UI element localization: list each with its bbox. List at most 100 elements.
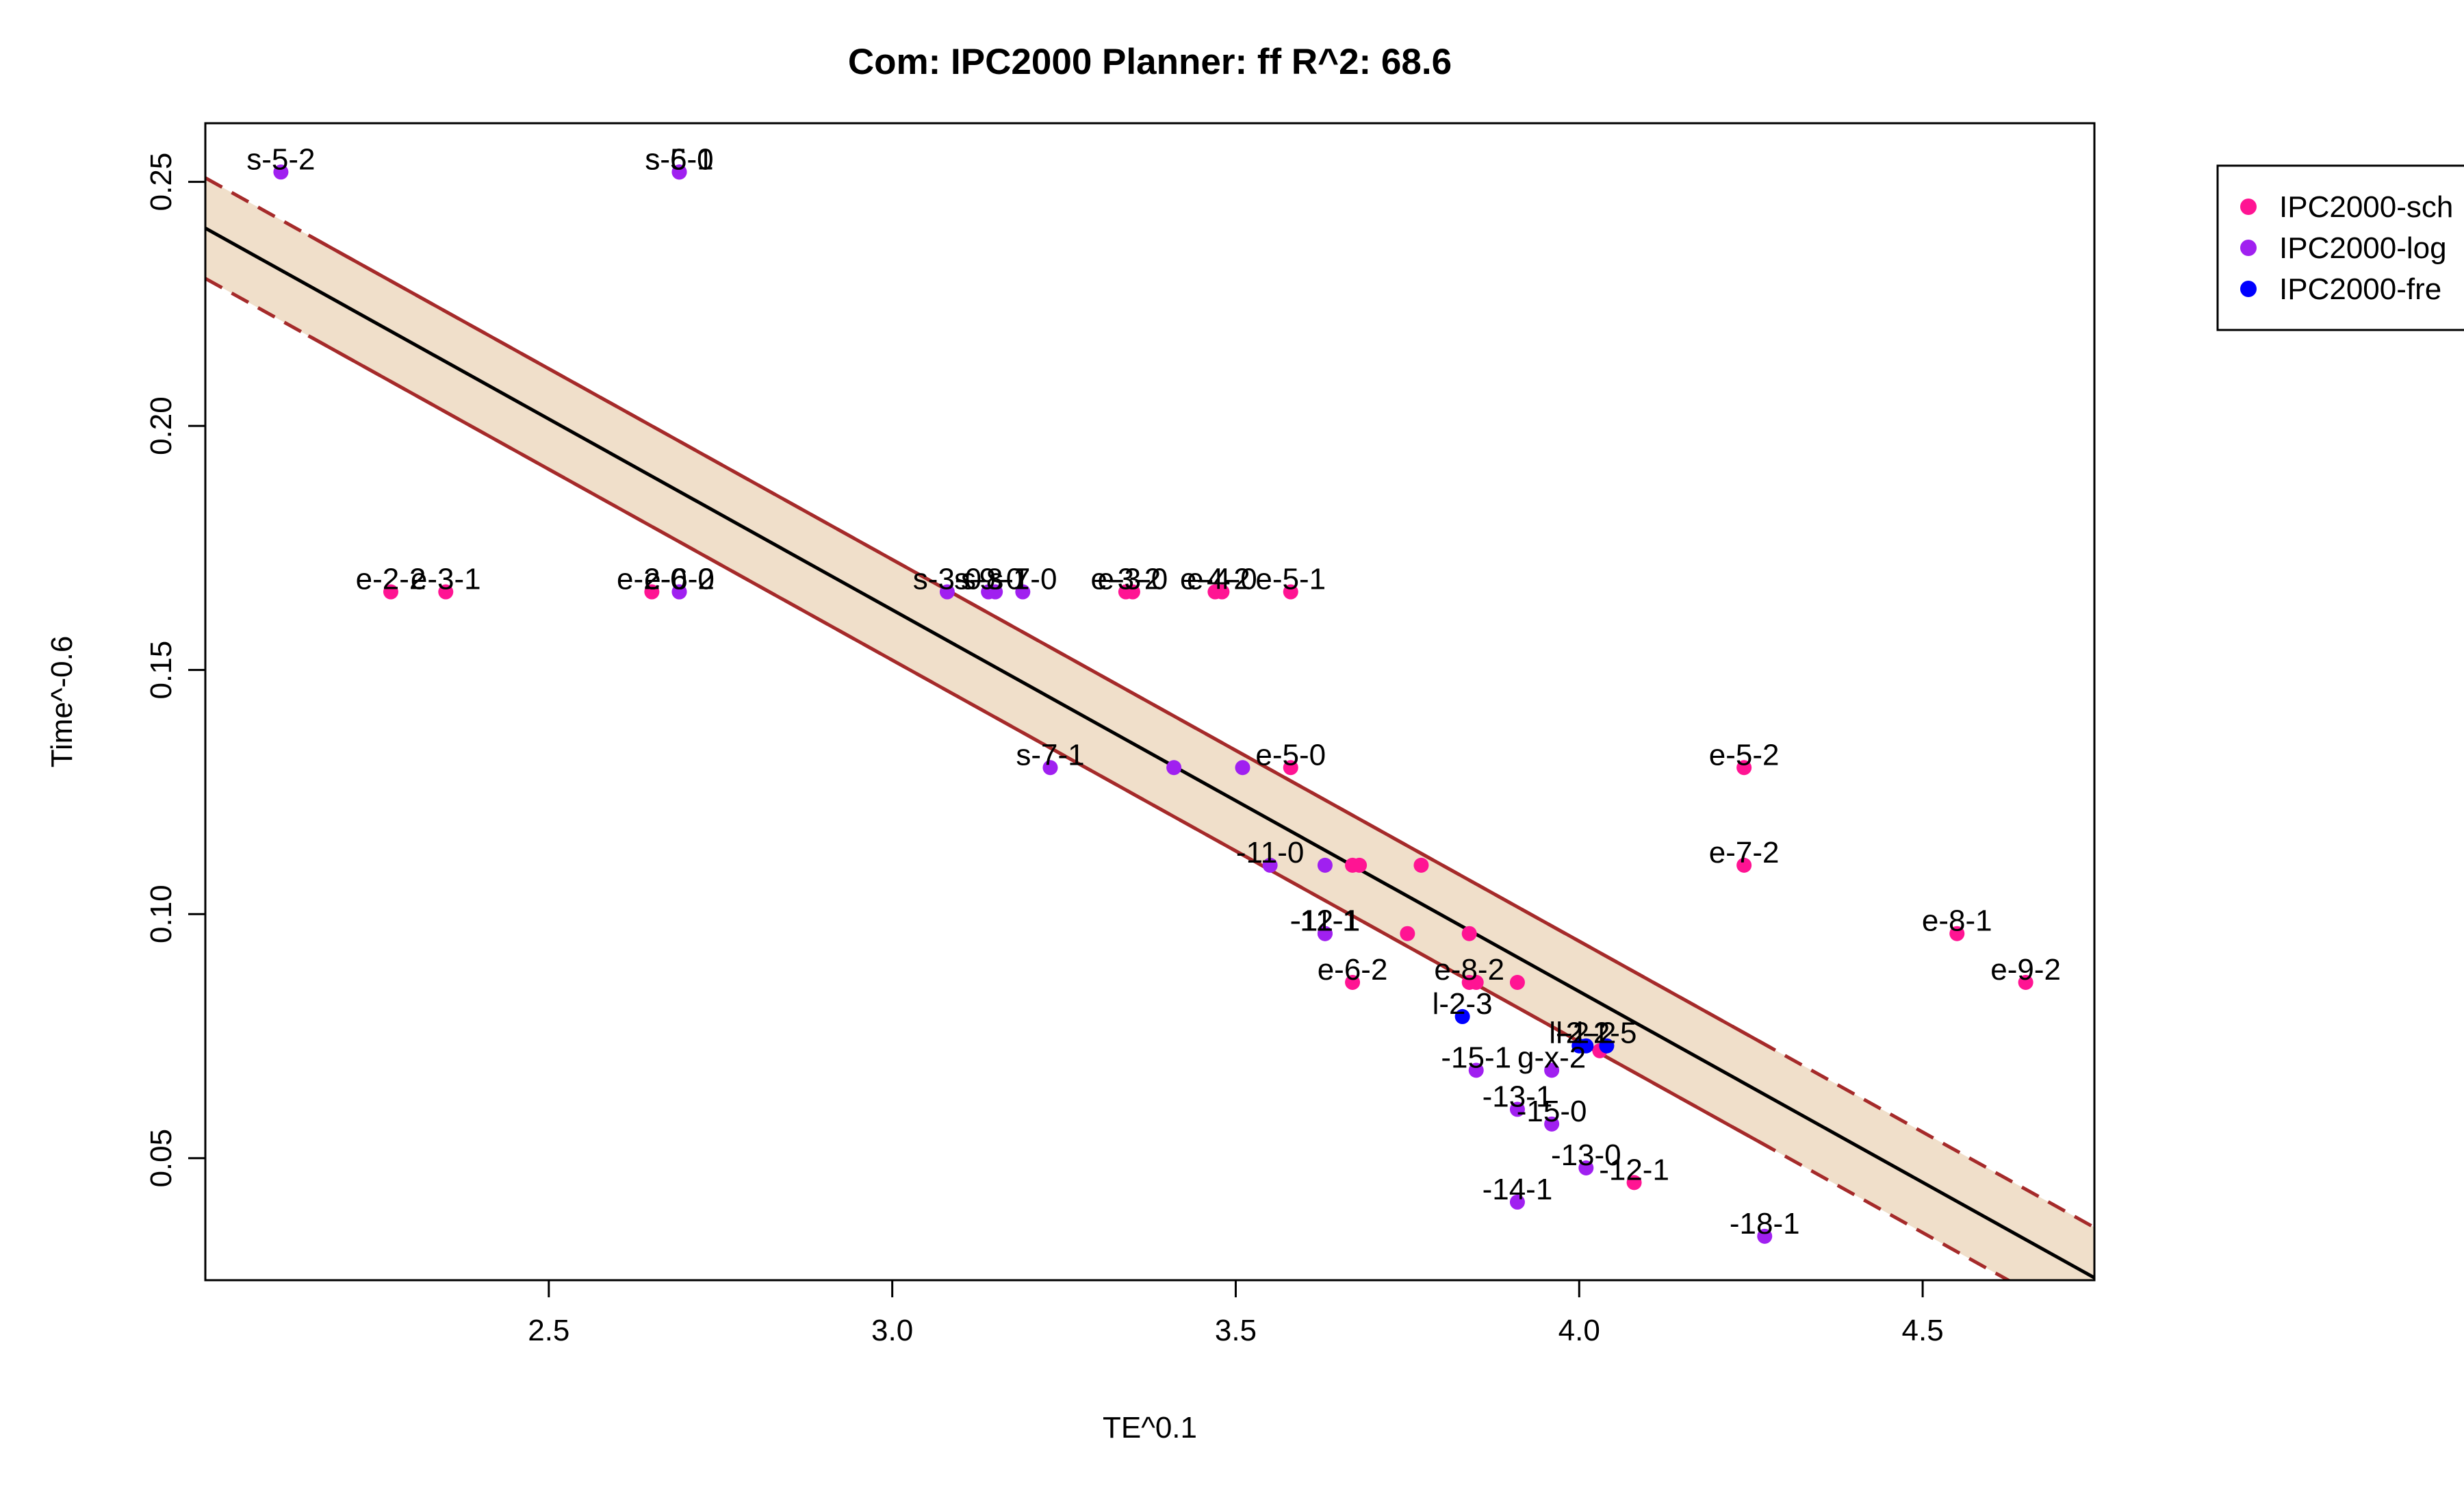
point-labels: e-2-2e-3-1 e-2-0 e-3-2e-3-0 e-4-2e-4-0e-5-1… <box>246 142 2061 1240</box>
y-axis: 0.05 0.10 0.15 0.20 0.25 <box>144 153 207 1188</box>
point-label: s-3-0 <box>913 563 981 596</box>
data-point <box>1949 926 1965 941</box>
y-axis-title: Time^-0.6 <box>45 636 79 768</box>
point-label: -18-1 <box>1730 1207 1800 1240</box>
point-label: e-4-0 <box>1187 563 1257 596</box>
point-label: g-x-2 <box>1517 1041 1586 1074</box>
point-label: l-2-1 <box>1549 1017 1609 1050</box>
data-point <box>1757 1228 1773 1244</box>
point-label: -11-1 <box>1291 904 1359 938</box>
point-label: e-8-2 <box>1434 953 1504 987</box>
point-label: s-9-0 <box>954 563 1023 596</box>
data-point <box>1599 1038 1615 1054</box>
data-point <box>1468 1062 1484 1078</box>
data-point <box>671 584 687 600</box>
data-point <box>644 584 660 600</box>
point-label: e-8-1 <box>1922 904 1992 938</box>
y-tick-label: 0.15 <box>144 641 178 700</box>
confidence-band <box>205 176 2094 1280</box>
data-point <box>1317 857 1333 873</box>
legend: IPC2000-sch IPC2000-log IPC2000-fre <box>2216 164 2464 331</box>
data-point <box>1125 584 1140 600</box>
point-label: -13-1 <box>1483 1080 1553 1113</box>
data-point <box>1544 1062 1560 1078</box>
regression-line <box>205 227 2094 1280</box>
point-label: e-2-2 <box>356 563 426 596</box>
data-point <box>1509 1194 1525 1210</box>
point-label: s-6-1 <box>645 142 713 176</box>
point-label: e-4-2 <box>1180 563 1250 596</box>
data-point <box>1413 857 1429 873</box>
data-point <box>1283 760 1298 776</box>
point-label: e-3-2 <box>1091 563 1162 596</box>
x-tick-label: 3.5 <box>1215 1314 1257 1347</box>
data-point <box>1400 926 1415 941</box>
data-point <box>1468 975 1484 991</box>
point-label: -14-1 <box>1483 1173 1553 1206</box>
y-tick-label: 0.25 <box>144 153 178 212</box>
x-tick-label: 2.5 <box>528 1314 569 1347</box>
point-label: e-6-2 <box>644 563 715 596</box>
data-point <box>1509 1102 1525 1117</box>
legend-marker <box>2240 281 2257 297</box>
point-label: -11-0 <box>1236 836 1304 869</box>
y-tick-label: 0.05 <box>144 1129 178 1188</box>
data-point <box>1042 760 1058 776</box>
data-point <box>1454 1008 1470 1024</box>
data-point <box>1214 584 1230 600</box>
point-label: -12-1 <box>1599 1153 1669 1186</box>
y-tick-label: 0.10 <box>144 885 178 943</box>
point-label: -12-1 <box>1290 904 1361 938</box>
point-label: s-5-2 <box>246 142 315 176</box>
data-point <box>2018 975 2033 991</box>
point-label: s-8-1 <box>961 563 1029 596</box>
data-point <box>1736 760 1752 776</box>
point-label: -13-0 <box>1551 1138 1621 1172</box>
point-label: e-7-2 <box>1709 836 1780 869</box>
data-point <box>438 584 454 600</box>
data-point <box>273 164 289 180</box>
data-point <box>1461 926 1477 941</box>
data-point <box>383 584 398 600</box>
data-point <box>1262 857 1278 873</box>
point-label: s-7-0 <box>988 563 1057 596</box>
point-label: e-6-0 <box>644 563 715 596</box>
band-upper-solid-edge <box>307 233 1773 1050</box>
point-label: e-3-0 <box>1098 563 1168 596</box>
chart-title: Com: IPC2000 Planner: ff R^2: 68.6 <box>848 42 1452 82</box>
data-point <box>1626 1175 1642 1191</box>
data-point <box>1544 1116 1560 1132</box>
band-lower-solid-edge <box>307 334 1773 1151</box>
point-label: e-2-0 <box>617 563 687 596</box>
point-label: -15-1 <box>1441 1041 1511 1074</box>
data-point <box>1015 584 1031 600</box>
x-tick-label: 4.0 <box>1558 1314 1600 1347</box>
data-point <box>1345 975 1361 991</box>
data-point <box>1578 1038 1594 1054</box>
legend-entry-label: IPC2000-log <box>2279 231 2447 265</box>
data-point <box>1578 1160 1594 1175</box>
data-point <box>939 584 955 600</box>
data-point <box>671 164 687 180</box>
data-point <box>1509 975 1525 991</box>
legend-box <box>2216 164 2464 331</box>
data-point <box>1352 857 1368 873</box>
x-axis: 2.5 3.0 3.5 4.0 4.5 <box>528 1279 1944 1347</box>
point-label: -15-0 <box>1517 1095 1587 1128</box>
x-axis-title: TE^0.1 <box>1103 1411 1197 1445</box>
legend-entry-label: IPC2000-sch <box>2279 190 2453 224</box>
point-label: e-9-2 <box>1990 953 2061 987</box>
point-label: s-5-0 <box>645 142 713 176</box>
point-label: l-2-3 <box>1433 987 1493 1021</box>
data-point <box>1736 857 1752 873</box>
point-label: s-7-1 <box>1016 738 1084 772</box>
legend-entry-label: IPC2000-fre <box>2279 272 2441 306</box>
regression-line-layer <box>205 227 2094 1280</box>
data-points <box>273 164 2033 1244</box>
data-point <box>1235 760 1250 776</box>
data-point <box>1283 584 1298 600</box>
point-label: e-3-1 <box>411 563 481 596</box>
y-tick-label: 0.20 <box>144 396 178 455</box>
point-label: e-6-2 <box>1318 953 1388 987</box>
